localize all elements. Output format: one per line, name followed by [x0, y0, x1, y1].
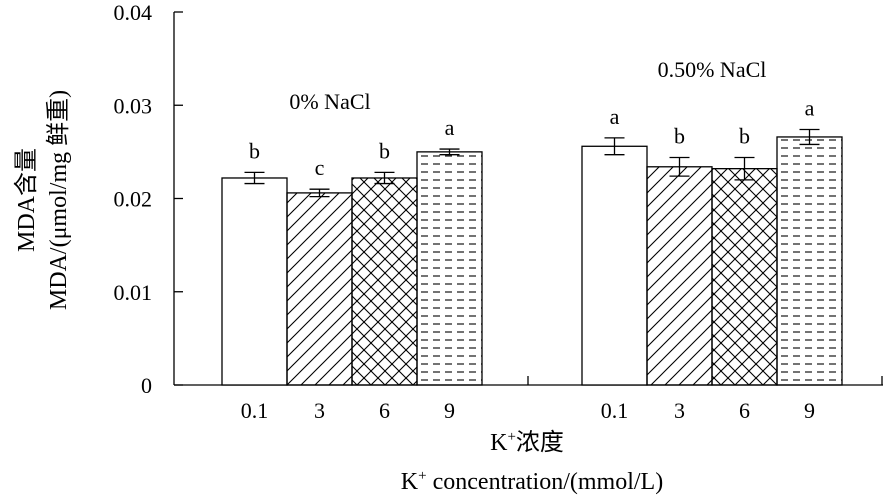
significance-letter: b	[674, 123, 685, 148]
y-tick-label: 0.03	[114, 93, 153, 118]
y-axis-title-cn: MDA含量	[13, 148, 40, 252]
significance-letter: a	[805, 95, 815, 120]
x-tick-label: 9	[804, 398, 815, 423]
significance-letter: a	[445, 115, 455, 140]
y-tick-label: 0.01	[114, 280, 153, 305]
x-tick-label: 6	[739, 398, 750, 423]
x-axis-title-cn: K+浓度	[490, 429, 564, 456]
significance-letter: b	[739, 123, 750, 148]
y-tick-label: 0.02	[114, 187, 153, 212]
x-tick-label: 0.1	[241, 398, 269, 423]
y-tick-label: 0	[141, 373, 152, 398]
x-tick-label: 0.1	[601, 398, 629, 423]
y-tick-label: 0.04	[114, 0, 153, 25]
significance-letter: a	[610, 104, 620, 129]
bar	[416, 151, 483, 386]
x-tick-label: 6	[379, 398, 390, 423]
x-tick-label: 3	[314, 398, 325, 423]
bar	[581, 145, 648, 386]
group-label-0: 0% NaCl	[289, 89, 370, 114]
significance-letter: c	[315, 155, 325, 180]
bar	[351, 177, 418, 386]
bar	[776, 136, 843, 386]
x-tick-label: 9	[444, 398, 455, 423]
y-axis-title-en: MDA/(μmol/mg 鲜重)	[45, 90, 72, 310]
x-tick-label: 3	[674, 398, 685, 423]
bar	[646, 166, 713, 386]
significance-letter: b	[249, 138, 260, 163]
bar	[286, 192, 353, 386]
bar	[711, 168, 778, 386]
group-label-1: 0.50% NaCl	[658, 57, 767, 82]
significance-letter: b	[379, 138, 390, 163]
x-axis-title-en: K+ concentration/(mmol/L)	[401, 468, 663, 495]
bar	[221, 177, 288, 386]
